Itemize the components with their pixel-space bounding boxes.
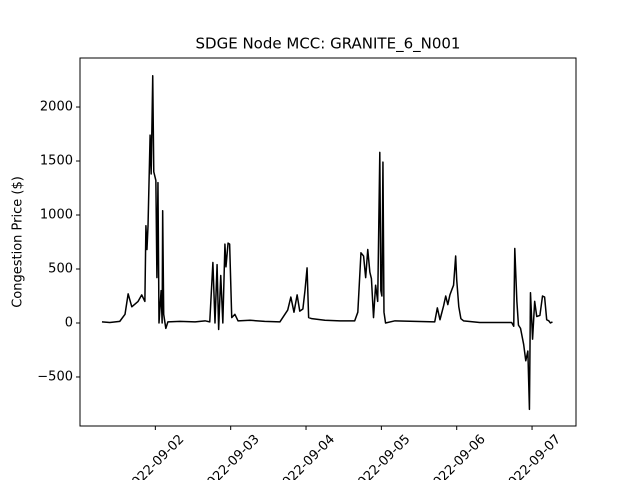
y-tick-label: 500 [48, 261, 73, 276]
y-tick-label: −500 [37, 369, 73, 384]
y-tick-label: 1000 [40, 208, 73, 223]
y-tick-label: 0 [65, 315, 73, 330]
data-line [101, 74, 553, 411]
plot-frame [79, 57, 577, 427]
y-axis-label: Congestion Price ($) [11, 176, 26, 308]
chart-title: SDGE Node MCC: GRANITE_6_N001 [196, 35, 461, 54]
y-tick-label: 1500 [40, 154, 73, 169]
y-tick-label: 2000 [40, 100, 73, 115]
